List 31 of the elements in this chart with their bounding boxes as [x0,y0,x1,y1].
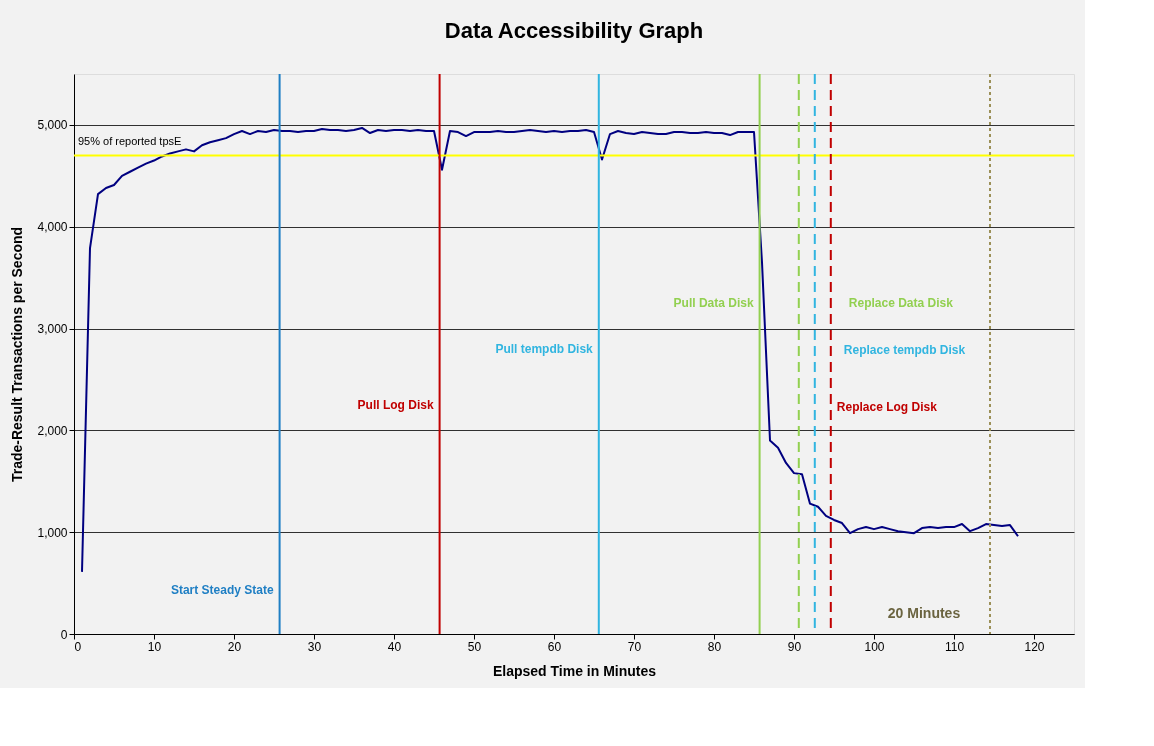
x-tick-label: 100 [864,639,885,654]
x-axis-title: Elapsed Time in Minutes [492,662,657,679]
chart-title: Data Accessibility Graph [444,18,704,43]
y-tick-label: 1,000 [37,525,68,540]
x-tick-label: 90 [787,639,802,654]
x-tick-label: 80 [707,639,722,654]
x-tick-label: 10 [147,639,162,654]
x-tick-label: 120 [1024,639,1045,654]
ref-line-label: Pull tempdb Disk [495,341,594,356]
y-axis-title: Trade-Result Transactions per Second [9,226,26,483]
x-tick-label: 0 [74,639,82,654]
annotation: 20 Minutes [887,605,961,621]
ref-line-label: 95% of reported tpsE [78,135,182,148]
ref-line-label: Replace Log Disk [836,399,938,414]
ref-line-label: Replace tempdb Disk [843,342,966,357]
ref-line-label: Replace Data Disk [848,296,954,311]
ref-line-label: Pull Log Disk [357,397,434,412]
x-tick-label: 40 [387,639,402,654]
ref-line-label: Pull Data Disk [673,296,754,311]
ref-line-label: Start Steady State [170,583,274,598]
x-tick-label: 50 [467,639,482,654]
x-tick-label: 30 [307,639,322,654]
y-tick-label: 5,000 [37,118,68,133]
x-tick-label: 110 [944,639,965,654]
y-tick-label: 4,000 [37,220,68,235]
y-tick-label: 3,000 [37,322,68,337]
x-tick-label: 20 [227,639,242,654]
y-tick-label: 0 [60,627,68,642]
x-tick-label: 70 [627,639,642,654]
x-tick-label: 60 [547,639,562,654]
y-tick-label: 2,000 [37,423,68,438]
